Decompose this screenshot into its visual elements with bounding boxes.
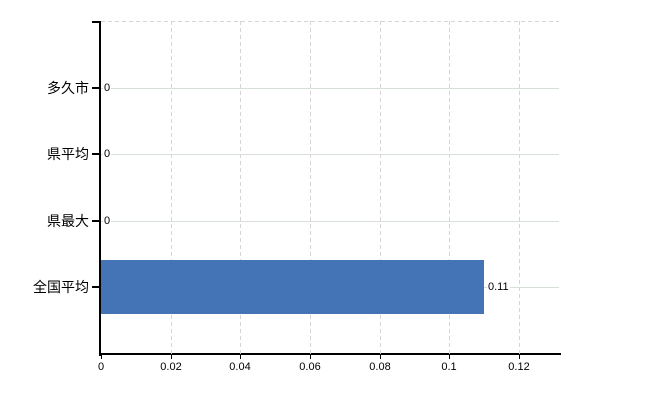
x-tick-label: 0.02 xyxy=(160,361,182,373)
y-axis-tick xyxy=(92,286,99,288)
bar-value-label: 0 xyxy=(103,214,112,228)
horizontal-gridline xyxy=(101,154,559,155)
bar xyxy=(101,260,484,314)
vertical-gridline xyxy=(380,21,381,354)
category-label: 多久市 xyxy=(47,80,89,96)
x-axis-tick xyxy=(171,355,172,359)
y-axis-tick xyxy=(92,87,99,89)
x-axis-tick xyxy=(101,355,102,359)
x-axis-line xyxy=(99,353,561,355)
category-label: 全国平均 xyxy=(33,279,89,295)
horizontal-gridline xyxy=(101,88,559,89)
bar-value-label: 0 xyxy=(103,147,112,161)
vertical-gridline xyxy=(519,21,520,354)
y-axis-line xyxy=(99,21,101,356)
x-tick-label: 0 xyxy=(97,361,105,373)
category-label: 県平均 xyxy=(47,146,89,162)
x-tick-label: 0.06 xyxy=(299,361,321,373)
vertical-gridline xyxy=(171,21,172,354)
y-axis-tick xyxy=(92,21,99,23)
vertical-gridline xyxy=(240,21,241,354)
x-axis-tick xyxy=(240,355,241,359)
y-axis-tick xyxy=(92,220,99,222)
y-axis-tick xyxy=(92,153,99,155)
plot-top-border xyxy=(101,21,559,22)
vertical-gridline xyxy=(310,21,311,354)
bar-value-label: 0 xyxy=(103,81,112,95)
category-label: 県最大 xyxy=(47,213,89,229)
x-tick-label: 0.12 xyxy=(508,361,530,373)
x-axis-tick xyxy=(519,355,520,359)
bar-value-label: 0.11 xyxy=(487,280,510,294)
x-tick-label: 0.08 xyxy=(369,361,391,373)
x-tick-label: 0.04 xyxy=(229,361,251,373)
horizontal-gridline xyxy=(101,221,559,222)
vertical-gridline xyxy=(449,21,450,354)
x-tick-label: 0.1 xyxy=(441,361,457,373)
x-axis-tick xyxy=(380,355,381,359)
x-axis-tick xyxy=(310,355,311,359)
x-axis-tick xyxy=(449,355,450,359)
